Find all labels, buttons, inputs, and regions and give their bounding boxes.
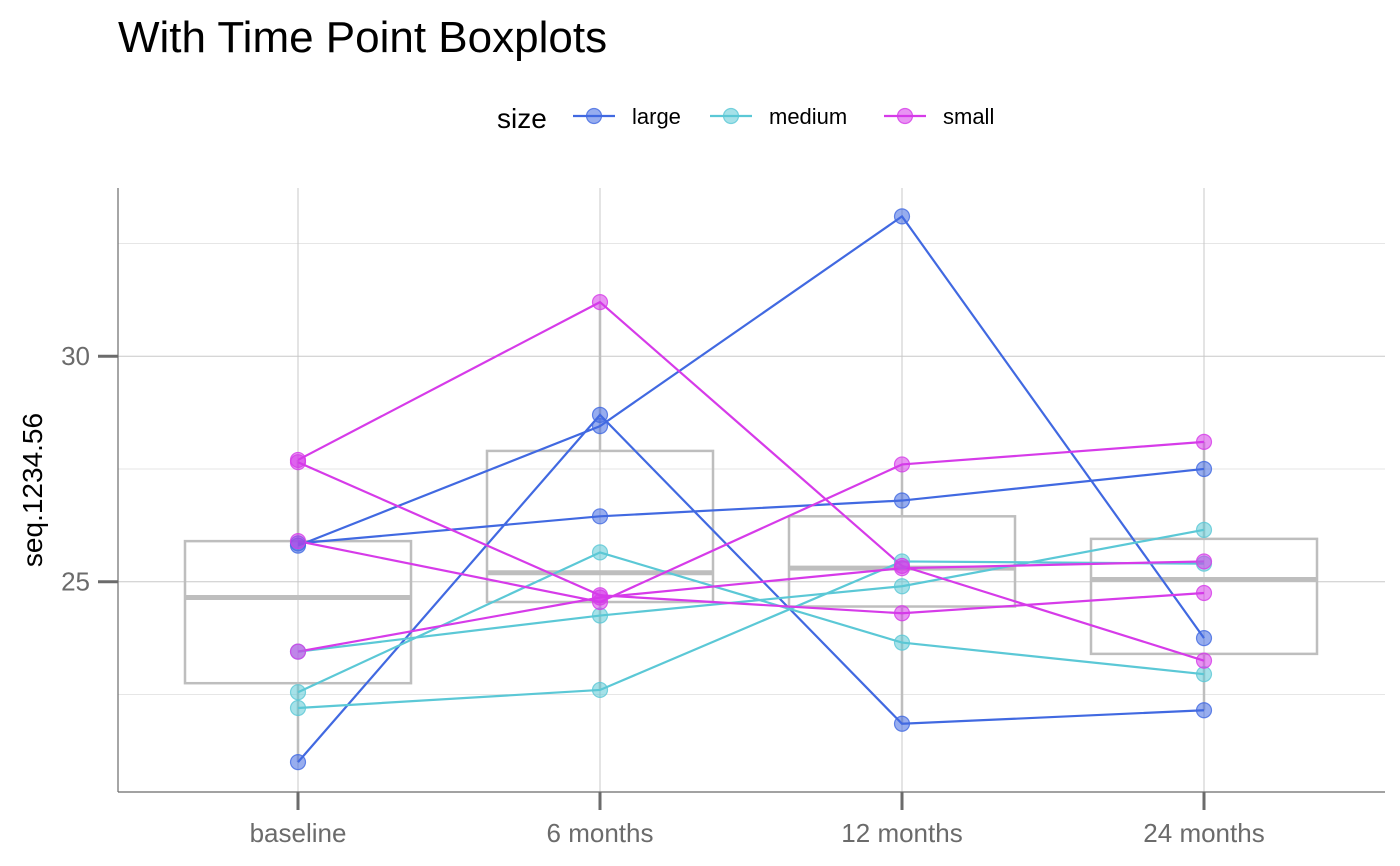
series-line-medium [297,551,1205,694]
data-point-medium [591,607,609,624]
data-point-small [1195,652,1213,669]
data-point-medium [1195,521,1213,538]
legend-label: large [632,104,681,129]
y-axis-title: seq.1234.56 [17,413,48,567]
legend-entry-large: large [573,104,681,129]
x-tick-label: 24 months [1143,818,1264,848]
data-point-small [1195,584,1213,602]
y-tick-label: 25 [61,567,90,597]
data-point-medium [893,578,911,595]
legend-label: medium [769,104,847,129]
series-line-small [297,440,1205,604]
legend-key-point [722,107,740,125]
legend-label: small [943,104,994,129]
data-point-small [893,560,911,577]
data-point-medium [591,681,609,699]
data-point-large [591,406,609,423]
data-point-small [591,589,609,606]
chart-title: With Time Point Boxplots [118,13,607,62]
data-point-medium [289,699,307,717]
y-tick-label: 30 [61,341,90,371]
legend-entry-small: small [884,104,994,129]
series-line-medium [297,560,1205,710]
data-point-medium [289,684,307,701]
axes: 25 30 baseline 6 months 12 months 24 months [61,188,1385,848]
legend-entry-medium: medium [710,104,847,129]
series-line-medium [297,528,1205,653]
data-point-small [1195,553,1213,570]
series-line-large [297,413,1205,763]
series-lines [297,214,1205,763]
x-tick-label: 6 months [547,818,654,848]
data-point-small [893,456,911,473]
data-point-small [289,643,307,660]
plot-grid [118,188,1385,792]
series-line-small [297,461,1205,615]
series-line-small [297,300,1205,662]
series-line-large [297,214,1205,639]
series-line-small [297,560,1205,653]
series-points [289,208,1213,771]
data-point-small [591,293,609,311]
data-point-large [893,208,911,225]
data-point-small [289,533,307,550]
data-point-large [1195,629,1213,647]
data-point-medium [1195,666,1213,683]
legend-title: size [497,103,547,134]
legend-key-point [585,107,603,125]
x-tick-label: baseline [250,818,347,848]
data-point-large [1195,702,1213,719]
legend-key-point [896,107,914,125]
x-tick-label: 12 months [841,818,962,848]
data-point-large [1195,460,1213,478]
data-point-medium [893,634,911,651]
data-point-small [289,454,307,471]
data-point-large [591,508,609,525]
data-point-large [289,754,307,771]
data-point-medium [591,544,609,561]
data-point-large [893,715,911,732]
legend: size large medium small [497,103,994,134]
data-point-large [893,492,911,509]
data-point-small [893,605,911,622]
data-point-small [1195,433,1213,451]
